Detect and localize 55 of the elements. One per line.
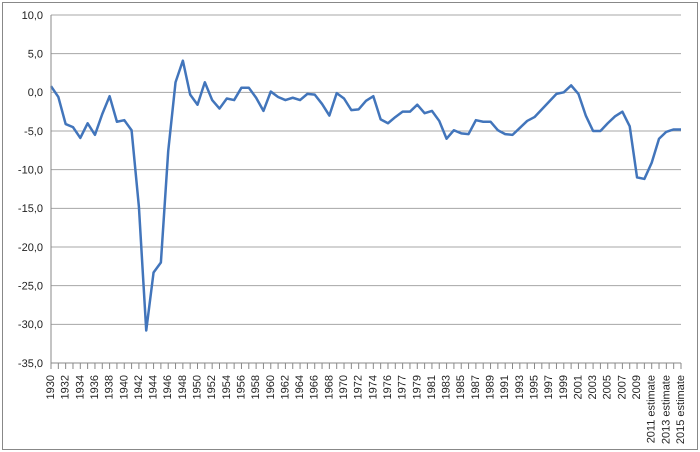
y-tick-label: -20,0	[18, 242, 43, 254]
x-tick-label: 1981	[426, 375, 438, 400]
x-tick-label: 1979	[411, 375, 424, 400]
x-tick-label: 1983	[440, 375, 453, 400]
y-tick-label: 0,0	[28, 87, 43, 100]
x-tick-label: 1985	[455, 375, 468, 400]
x-tick-label: 1938	[104, 375, 116, 400]
x-tick-label: 1960	[264, 375, 277, 400]
y-tick-label: 5,0	[28, 48, 43, 61]
x-tick-label: 1962	[279, 375, 292, 400]
y-tick-label: -30,0	[18, 319, 43, 332]
y-tick-label: -25,0	[18, 280, 43, 293]
x-tick-label: 2001	[572, 375, 584, 400]
y-tick-label: -10,0	[18, 164, 43, 177]
x-tick-label: 1948	[176, 375, 189, 400]
x-tick-label: 2009	[631, 375, 644, 400]
x-tick-label: 1936	[88, 375, 101, 400]
x-tick-label: 1954	[220, 375, 233, 400]
x-tick-label: 1995	[528, 375, 540, 400]
x-tick-label: 1993	[514, 375, 526, 400]
x-tick-label: 2013 estimate	[660, 375, 672, 444]
x-tick-label: 1974	[367, 375, 380, 400]
x-tick-label: 1944	[148, 375, 160, 400]
y-tick-label: -5,0	[24, 126, 43, 138]
x-tick-label: 1964	[294, 375, 306, 400]
x-tick-label: 2015 estimate	[675, 375, 687, 444]
x-tick-label: 1952	[206, 375, 218, 400]
x-tick-label: 1970	[338, 375, 350, 400]
line-series	[50, 59, 682, 332]
x-tick-label: 1940	[118, 375, 130, 400]
x-tick-label: 1942	[132, 375, 145, 400]
x-tick-label: 1930	[45, 375, 57, 400]
y-tick-label: -15,0	[18, 203, 43, 216]
x-tick-label: 2011 estimate	[646, 375, 658, 444]
x-tick-label: 1976	[382, 375, 394, 400]
x-tick-label: 1997	[543, 375, 556, 400]
x-tick-label: 1999	[558, 375, 570, 400]
y-tick-label: 10,0	[22, 10, 43, 22]
x-tick-label: 1932	[60, 375, 72, 400]
x-tick-label: 1972	[352, 375, 365, 400]
x-tick-label: 1950	[192, 375, 204, 400]
y-tick-label: -35,0	[18, 358, 43, 370]
x-tick-label: 2007	[616, 375, 628, 400]
x-tick-label: 1958	[250, 375, 262, 400]
x-tick-label: 1968	[323, 375, 336, 400]
x-tick-label: 1991	[499, 375, 512, 400]
x-tick-label: 2005	[602, 375, 614, 400]
x-tick-label: 2003	[587, 375, 600, 400]
x-tick-label: 1946	[162, 375, 174, 400]
x-tick-label: 1987	[470, 375, 482, 400]
x-tick-label: 1966	[308, 375, 321, 400]
x-tick-label: 1989	[484, 375, 497, 400]
x-tick-label: 1977	[396, 375, 409, 400]
x-tick-label: 1934	[74, 375, 86, 400]
x-tick-label: 1956	[235, 375, 248, 400]
